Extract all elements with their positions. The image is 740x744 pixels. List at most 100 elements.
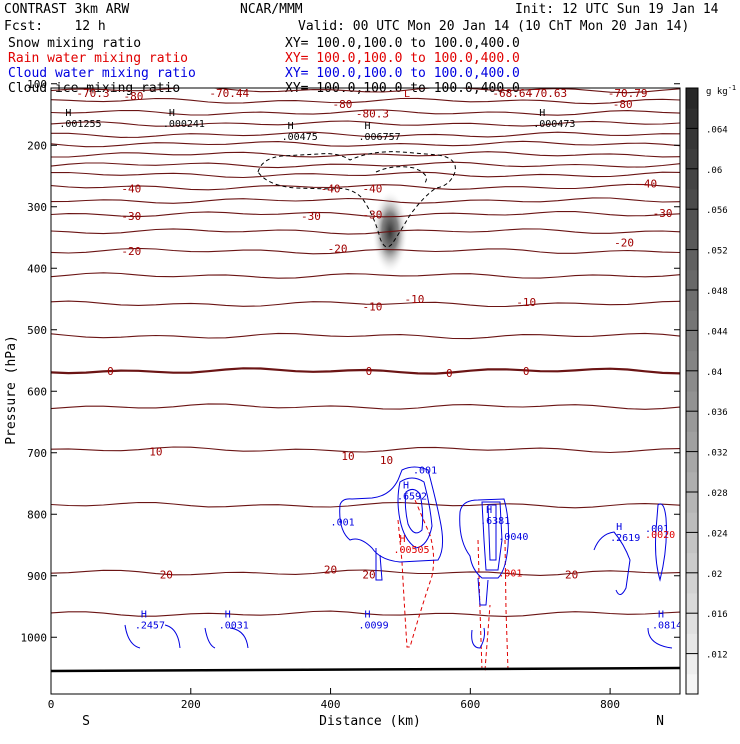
colorbar-swatch [686,88,698,109]
colorbar-swatch [686,593,698,614]
isotherm-line [51,140,680,148]
colorbar-swatch [686,128,698,150]
colorbar-swatch [686,552,698,574]
colorbar-swatch [686,451,698,473]
colorbar-tick-label: .06 [706,166,722,176]
temperature-label: -80 [124,90,144,103]
isotherm-lines [51,88,680,617]
cloud-low-left [124,624,181,649]
temperature-label: 20 [565,569,578,582]
colorbar-unit: g kg-1 [706,84,736,97]
temperature-label: -20 [614,236,634,249]
high-marker-value: .6381 [480,516,510,527]
high-marker-value: .001255 [59,119,101,130]
header-model: CONTRAST 3km ARW [4,2,129,17]
x-tick-label: 400 [321,698,341,711]
y-tick-label: 800 [27,508,47,521]
colorbar-swatch [686,512,698,533]
contour-label: .0020 [645,530,675,541]
isotherm-line [51,367,680,375]
high-marker: H [486,505,492,516]
colorbar-swatch [686,653,698,675]
x-tick-label: 200 [181,698,201,711]
y-tick-label: 600 [27,385,47,398]
end-label-north: N [656,714,664,729]
high-marker: H [365,121,371,132]
y-tick-label: 300 [27,201,47,214]
isotherm-line [51,300,680,308]
y-tick-label: 700 [27,447,47,460]
x-tick-label: 800 [600,698,620,711]
temperature-label: 0 [446,367,453,380]
y-tick-label: 100 [27,78,47,91]
high-marker: H [141,610,147,621]
temperature-label: 0 [107,365,114,378]
rain-plume-east [477,539,511,671]
colorbar-tick-label: .044 [706,327,728,337]
colorbar-frame [685,87,699,695]
temperature-label: 0 [523,365,530,378]
isotherm-line [51,109,680,116]
colorbar-swatch [686,411,698,432]
y-tick-label: 1000 [21,631,48,644]
cloud-ice-outline [257,151,456,248]
temperature-label: 20 [324,564,337,577]
high-marker-value: .00475 [282,132,318,143]
colorbar-swatch [686,189,698,210]
temperature-label: -30 [653,207,673,220]
colorbar-swatch [686,148,698,170]
x-tick-label: 600 [460,698,480,711]
isotherm-line [51,131,680,138]
colorbar-swatch [686,269,698,291]
y-tick-label: 900 [27,570,47,583]
colorbar-swatch [686,290,698,311]
colorbar-tick-label: .036 [706,408,728,418]
high-marker: H [288,121,294,132]
end-label-south: S [82,714,90,729]
cloud-low-mid [204,627,249,649]
isotherm-line [51,332,680,340]
x-axis: 0 200 400 600 800 [48,688,620,711]
header-org: NCAR/MMM [240,2,303,17]
field-rain-xy: XY= 100.0,100.0 to 100.0,400.0 [285,51,520,66]
temperature-label: 20 [160,569,173,582]
contour-label: .001 [413,465,437,476]
temperature-label: -10 [404,293,424,306]
field-snow-xy: XY= 100.0,100.0 to 100.0,400.0 [285,36,520,51]
contour-label: .001 [498,569,522,580]
temperature-label: -68.64 [492,87,532,100]
isotherm-line [51,197,680,204]
temperature-labels: -70.3 -70.44 -68.64-70.63 -70.79-80-80 -80-8… [76,87,673,582]
cloud-ice-contours [257,151,456,248]
colorbar-tick-label: .024 [706,529,728,539]
high-marker: H [539,108,545,119]
colorbar-swatch [686,673,698,695]
colorbar-swatch [686,209,698,230]
cloud-low-east [471,627,485,649]
high-marker-value: .6592 [397,492,427,503]
cloud-right1 [593,531,631,595]
cloud-water-contours [124,466,673,649]
rain-contours [397,499,511,671]
field-rain-name: Rain water mixing ratio [8,51,188,66]
field-snow-name: Snow mixing ratio [8,36,141,51]
isotherm-line [51,183,680,191]
colorbar-swatch [686,532,698,554]
contour-label: .001 [331,518,355,529]
temperature-label: -40 [637,177,657,190]
header-valid: Valid: 00 UTC Mon 20 Jan 14 (10 ChT Mon … [298,19,689,34]
temperature-label: -10 [516,296,536,309]
high-marker-value: .000241 [163,119,205,130]
high-marker-value: .00505 [393,545,429,556]
x-tick-label: 0 [48,698,55,711]
temperature-label: -70.63 [527,87,567,100]
temperature-label: -40 [321,182,341,195]
high-marker: H [403,481,409,492]
colorbar-tick-label: .02 [706,570,722,580]
isotherm-line [51,210,680,218]
temperature-label: 10 [380,454,393,467]
isotherm-line [51,120,680,127]
temperature-label: -20 [328,243,348,256]
colorbar: .012 .016 .02 .024 .028 .032 .036 .04 .044 .048 .0… [685,87,728,695]
